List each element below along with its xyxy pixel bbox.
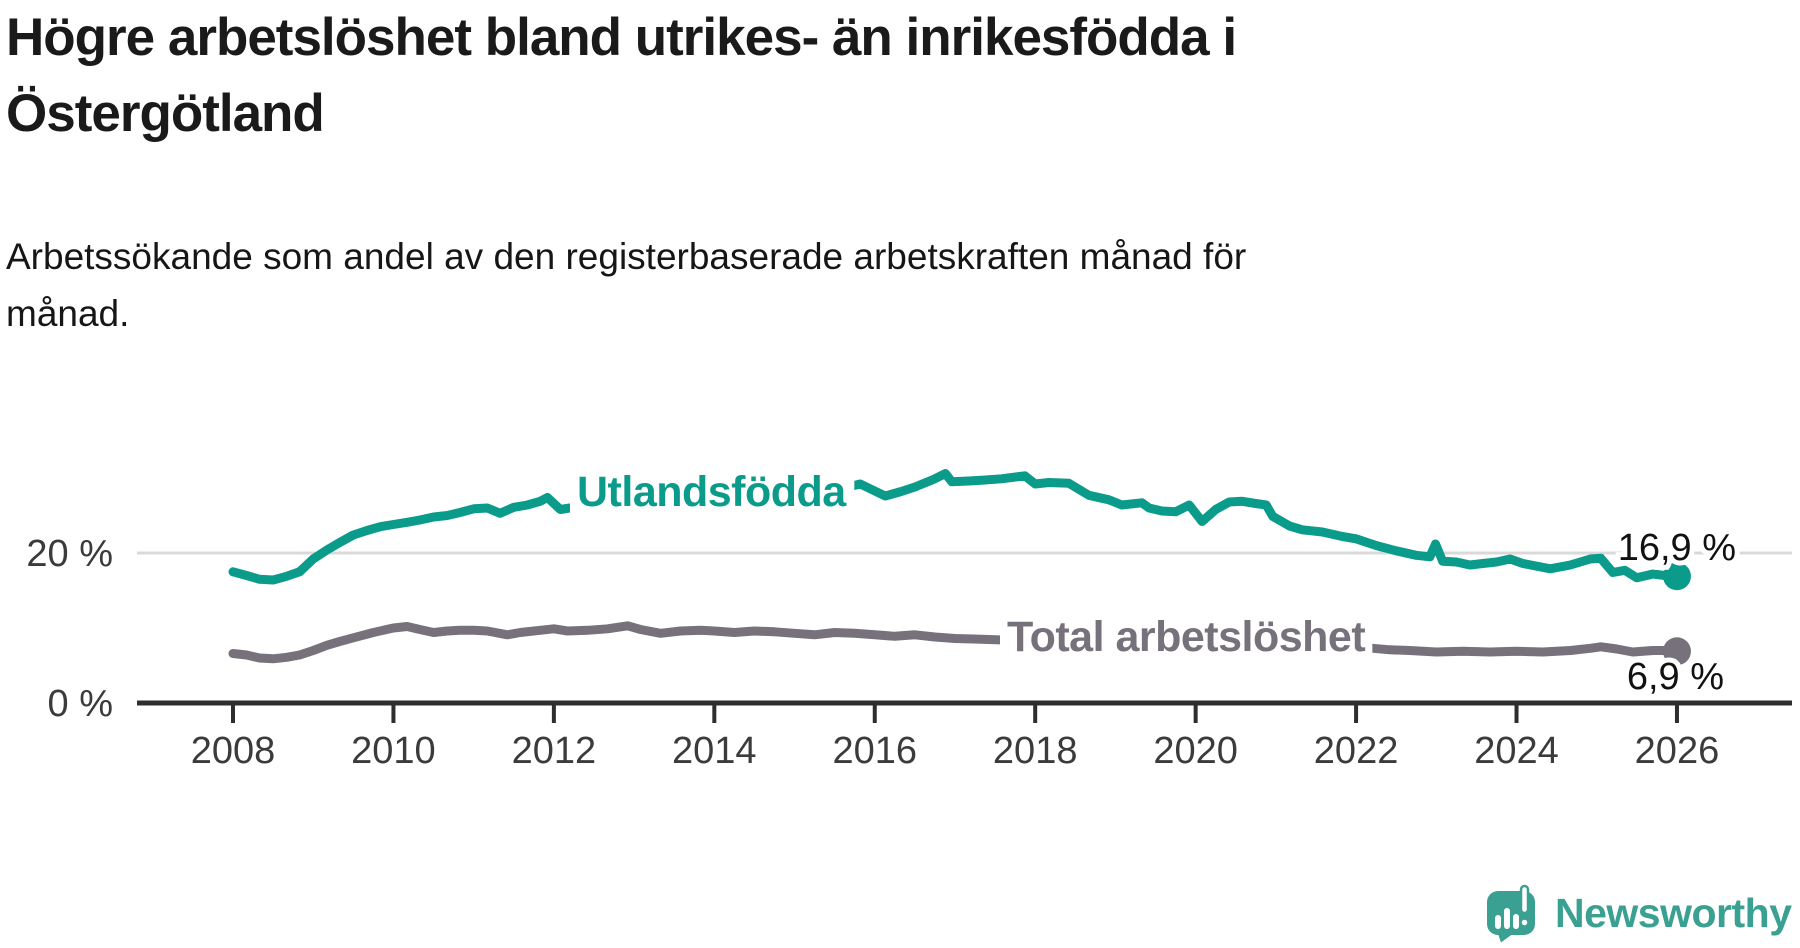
x-tick-label-2022: 2022 — [1314, 730, 1399, 772]
x-tick-label-2024: 2024 — [1474, 730, 1559, 772]
x-tick-label-2016: 2016 — [832, 730, 917, 772]
x-tick-label-2010: 2010 — [351, 730, 436, 772]
series-label-mask-total-arbetsloshet — [1000, 609, 1373, 665]
newsworthy-logo: Newsworthy — [1486, 884, 1792, 943]
y-tick-label-0: 0 % — [48, 683, 113, 725]
x-tick-label-2020: 2020 — [1153, 730, 1238, 772]
x-tick-label-2008: 2008 — [191, 730, 276, 772]
series-label-mask-utlandsfodda — [570, 464, 855, 520]
end-dot-total-arbetsloshet — [1662, 637, 1691, 666]
x-tick-label-2026: 2026 — [1635, 730, 1720, 772]
page-title: Högre arbetslöshet bland utrikes- än inr… — [6, 0, 1726, 152]
chart-subtitle: Arbetssökande som andel av den registerb… — [6, 228, 1566, 342]
newsworthy-brand-name: Newsworthy — [1555, 890, 1792, 936]
page-title-line2: Östergötland — [6, 84, 325, 143]
x-tick-label-2014: 2014 — [672, 730, 757, 772]
series-line-utlandsfodda — [228, 469, 1682, 585]
series-label-utlandsfodda: Utlandsfödda — [577, 468, 847, 516]
chart-subtitle-line2: månad. — [6, 293, 130, 334]
series-label-total-arbetsloshet: Total arbetslöshet — [1007, 613, 1365, 661]
y-tick-label-20: 20 % — [26, 533, 113, 575]
newsworthy-speech-bubble-chart-icon — [1487, 884, 1535, 943]
x-tick-label-2018: 2018 — [993, 730, 1078, 772]
page-title-line1: Högre arbetslöshet bland utrikes- än inr… — [6, 8, 1237, 67]
end-value-label-utlandsfodda: 16,9 % — [1618, 527, 1736, 569]
end-value-label-total-arbetsloshet: 6,9 % — [1627, 656, 1724, 698]
end-dot-utlandsfodda — [1662, 562, 1691, 591]
series-line-total-arbetsloshet — [228, 621, 1682, 664]
x-tick-label-2012: 2012 — [512, 730, 597, 772]
chart-subtitle-line1: Arbetssökande som andel av den registerb… — [6, 236, 1247, 277]
